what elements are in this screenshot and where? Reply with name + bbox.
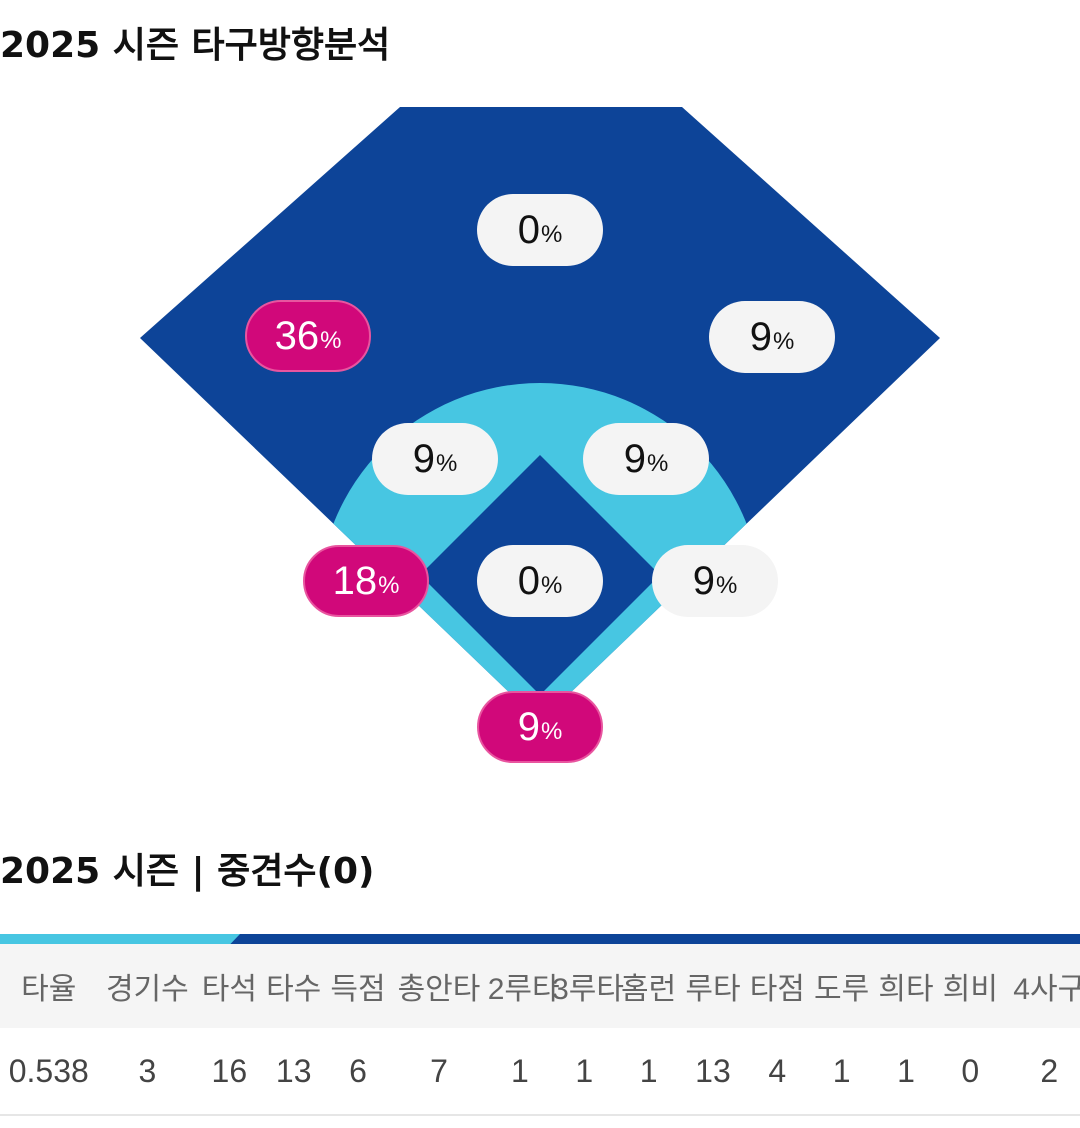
header-batting-average: 타율 — [0, 944, 98, 1028]
header-triples: 3루타 — [552, 944, 624, 1028]
zone-value: 18 — [332, 558, 378, 603]
value-sacrifice-flies: 0 — [938, 1028, 1003, 1116]
table-header-band — [0, 934, 1080, 944]
value-batting-average: 0.538 — [0, 1028, 98, 1116]
value-home-runs: 1 — [616, 1028, 681, 1116]
value-runs: 6 — [325, 1028, 391, 1116]
zone-second-base: 9% — [583, 423, 709, 495]
percent-unit: % — [715, 572, 738, 599]
header-doubles: 2루타 — [487, 944, 560, 1028]
zone-value: 36 — [274, 313, 320, 358]
value-doubles: 1 — [487, 1028, 553, 1116]
value-at-bats: 13 — [261, 1028, 326, 1116]
header-at-bats: 타수 — [261, 944, 326, 1028]
zone-first-base: 9% — [652, 545, 778, 617]
header-runs: 득점 — [325, 944, 391, 1028]
value-games: 3 — [97, 1028, 198, 1116]
spray-chart-title: 2025 시즌 타구방향분석 — [0, 25, 391, 66]
zone-value: 0 — [517, 207, 540, 252]
baseball-field-graphic — [140, 107, 940, 722]
stats-table-scroll-area[interactable]: 타율 경기수 타석 타수 득점 총안타 2루타 3루타 홈런 루타 타점 도루 … — [0, 944, 1080, 1128]
spray-chart-field: 0% 36% 9% 9% 9% 18% 0% 9% 9% — [140, 107, 940, 763]
zone-catcher: 9% — [477, 691, 603, 763]
value-walks-hbp: 2 — [1002, 1028, 1080, 1116]
percent-unit: % — [646, 450, 669, 477]
percent-unit: % — [540, 221, 563, 248]
header-hits: 총안타 — [390, 944, 488, 1028]
header-games: 경기수 — [97, 944, 198, 1028]
header-stolen-bases: 도루 — [809, 944, 874, 1028]
season-stats-table: 타율 경기수 타석 타수 득점 총안타 2루타 3루타 홈런 루타 타점 도루 … — [0, 944, 1080, 1116]
zone-value: 9 — [692, 558, 715, 603]
stats-section-title: 2025 시즌 | 중견수(0) — [0, 851, 375, 892]
zone-left-field: 36% — [245, 300, 371, 372]
zone-value: 9 — [412, 436, 435, 481]
zone-center-field: 0% — [477, 194, 603, 266]
zone-value: 0 — [517, 558, 540, 603]
value-hits: 7 — [390, 1028, 488, 1116]
header-walks-hbp: 4사구 — [1002, 944, 1080, 1028]
zone-pitcher: 0% — [477, 545, 603, 617]
value-total-bases: 13 — [680, 1028, 746, 1116]
percent-unit: % — [540, 572, 563, 599]
header-rbi: 타점 — [745, 944, 810, 1028]
value-rbi: 4 — [745, 1028, 810, 1116]
zone-shortstop: 9% — [372, 423, 498, 495]
value-sacrifice-hits: 1 — [873, 1028, 939, 1116]
header-total-bases: 루타 — [680, 944, 746, 1028]
header-sacrifice-flies: 희비 — [938, 944, 1003, 1028]
stats-header-row: 타율 경기수 타석 타수 득점 총안타 2루타 3루타 홈런 루타 타점 도루 … — [0, 944, 1080, 1028]
value-triples: 1 — [552, 1028, 617, 1116]
header-home-runs: 홈런 — [616, 944, 681, 1028]
header-plate-appearances: 타석 — [197, 944, 262, 1028]
value-plate-appearances: 16 — [197, 1028, 262, 1116]
zone-value: 9 — [623, 436, 646, 481]
header-sacrifice-hits: 희타 — [873, 944, 939, 1028]
zone-right-field: 9% — [709, 301, 835, 373]
value-stolen-bases: 1 — [809, 1028, 874, 1116]
percent-unit: % — [320, 327, 342, 354]
percent-unit: % — [772, 328, 795, 355]
band-accent — [0, 934, 240, 944]
percent-unit: % — [378, 572, 400, 599]
percent-unit: % — [435, 450, 458, 477]
zone-value: 9 — [517, 704, 540, 749]
stats-value-row: 0.538 3 16 13 6 7 1 1 1 13 4 1 1 0 2 — [0, 1028, 1080, 1116]
percent-unit: % — [540, 718, 563, 745]
zone-value: 9 — [749, 314, 772, 359]
zone-third-base: 18% — [303, 545, 429, 617]
